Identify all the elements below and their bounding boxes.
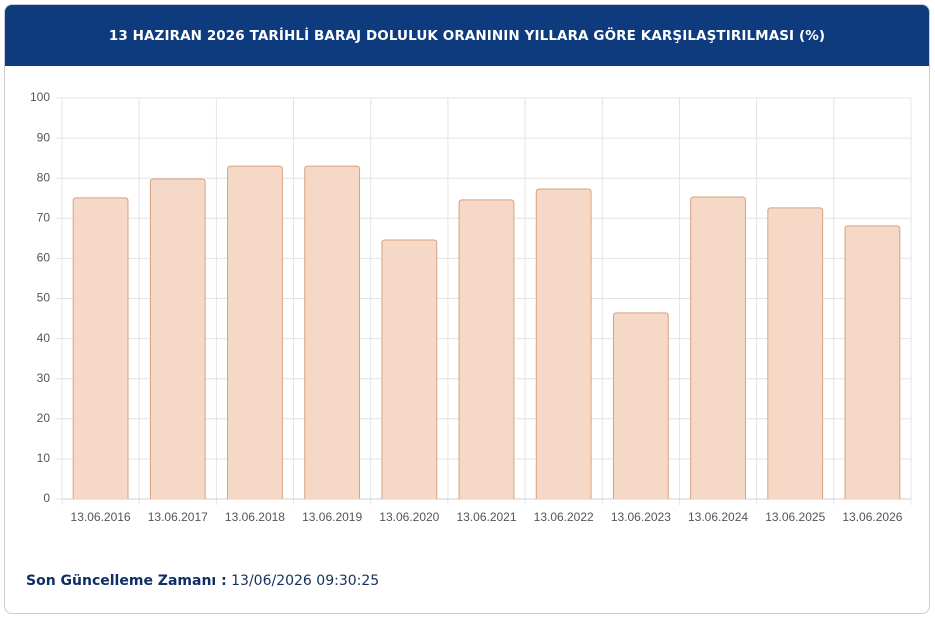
y-tick-label: 30 [37,371,51,385]
bar [535,188,592,499]
x-tick-label: 13.06.2021 [456,510,516,524]
footer-value: 13/06/2026 09:30:25 [231,573,380,589]
y-tick-label: 20 [37,411,51,425]
bar [844,225,901,499]
x-tick-label: 13.06.2022 [534,510,594,524]
y-tick-label: 40 [37,331,51,345]
x-tick-label: 13.06.2026 [842,510,902,524]
y-tick-label: 10 [37,451,51,465]
y-tick-label: 60 [37,251,51,265]
bar [767,207,824,499]
bar [149,178,206,499]
x-tick-label: 13.06.2018 [225,510,285,524]
x-tick-label: 13.06.2023 [611,510,671,524]
bar [458,199,515,499]
y-tick-label: 70 [37,210,51,224]
footer-label: Son Güncelleme Zamanı : [26,573,227,589]
x-tick-label: 13.06.2017 [148,510,208,524]
y-tick-label: 90 [37,130,51,144]
footer: Son Güncelleme Zamanı : 13/06/2026 09:30… [26,573,379,589]
x-tick-label: 13.06.2019 [302,510,362,524]
x-tick-label: 13.06.2024 [688,510,748,524]
x-tick-label: 13.06.2025 [765,510,825,524]
bar [227,165,283,499]
y-tick-label: 50 [37,291,51,305]
card: 13 HAZIRAN 2026 TARİHLİ BARAJ DOLULUK OR… [4,4,930,614]
y-tick-label: 100 [30,90,50,104]
bar [381,239,438,499]
bar [690,196,746,499]
y-tick-label: 80 [37,170,51,184]
x-tick-label: 13.06.2016 [71,510,131,524]
header-title: 13 HAZIRAN 2026 TARİHLİ BARAJ DOLULUK OR… [5,5,929,66]
bar [72,197,129,499]
chart: 0 10 20 30 40 50 60 70 80 90 100 13.06.2016 13.06.20… [30,90,912,524]
y-tick-label: 0 [43,491,50,505]
bar [304,165,361,499]
x-tick-label: 13.06.2020 [379,510,439,524]
bar [612,312,669,499]
